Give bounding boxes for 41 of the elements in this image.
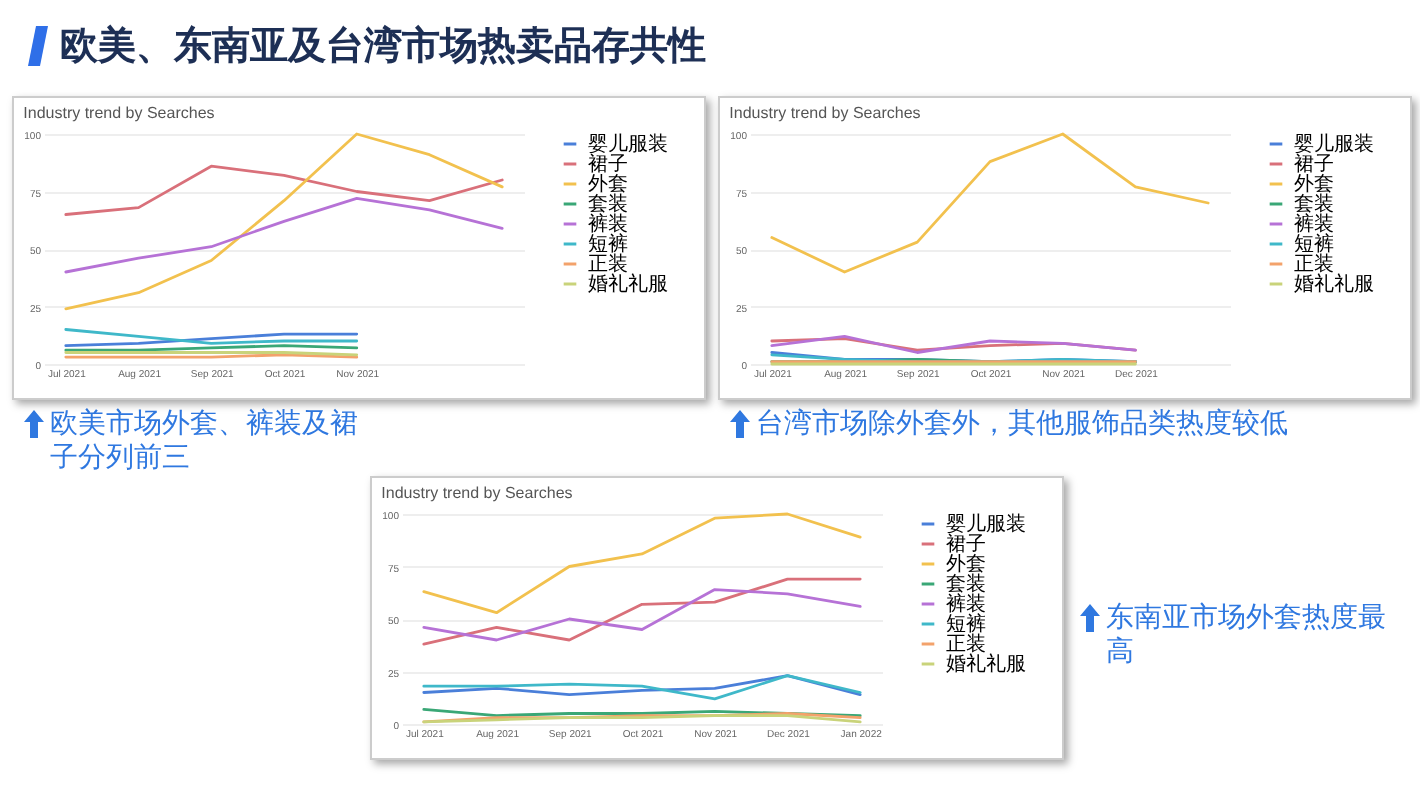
line-series [770, 132, 1210, 274]
line-series [422, 674, 862, 701]
legend-label: 套装 [1294, 192, 1334, 216]
chart-title: Industry trend by Searches [23, 104, 215, 122]
legend-label: 短裤 [946, 612, 986, 636]
legend-label: 婴儿服装 [1294, 132, 1374, 156]
line-series [422, 512, 862, 615]
legend-label: 正装 [588, 252, 628, 276]
legend-label: 婚礼礼服 [946, 652, 1026, 676]
line-series [64, 328, 359, 345]
legend-label: 外套 [1294, 172, 1334, 196]
legend-label: 婴儿服装 [588, 132, 668, 156]
line-series [422, 588, 862, 642]
text: 欧美、东南亚及台湾市场热卖品存共性 [60, 22, 706, 72]
legend-label: 裙子 [1294, 152, 1334, 176]
line-series [64, 132, 504, 311]
chart-title: Industry trend by Searches [729, 104, 921, 122]
legend-label: 婴儿服装 [946, 512, 1026, 536]
legend-label: 正装 [1294, 252, 1334, 276]
legend-label: 裙子 [946, 532, 986, 556]
legend-label: 套装 [946, 572, 986, 596]
text: 台湾市场除外套外，其他服饰品类热度较低 [756, 406, 1288, 440]
chart-title: Industry trend by Searches [381, 484, 573, 502]
line-series [422, 674, 862, 696]
legend-label: 裤装 [946, 592, 986, 616]
legend-label: 套装 [588, 192, 628, 216]
legend-label: 正装 [946, 632, 986, 656]
legend-label: 婚礼礼服 [1294, 272, 1374, 296]
line-series [422, 577, 862, 646]
legend-label: 裤装 [588, 212, 628, 236]
legend-label: 裤装 [1294, 212, 1334, 236]
legend-label: 短裤 [1294, 232, 1334, 256]
legend-label: 裙子 [588, 152, 628, 176]
text: 东南亚市场外套热度最高 [1106, 600, 1388, 668]
text: 欧美市场外套、裤装及裙子分列前三 [50, 406, 360, 474]
legend-label: 外套 [588, 172, 628, 196]
legend-label: 短裤 [588, 232, 628, 256]
line-series [64, 164, 504, 216]
legend-label: 外套 [946, 552, 986, 576]
legend-label: 婚礼礼服 [588, 272, 668, 296]
line-series [64, 197, 504, 274]
